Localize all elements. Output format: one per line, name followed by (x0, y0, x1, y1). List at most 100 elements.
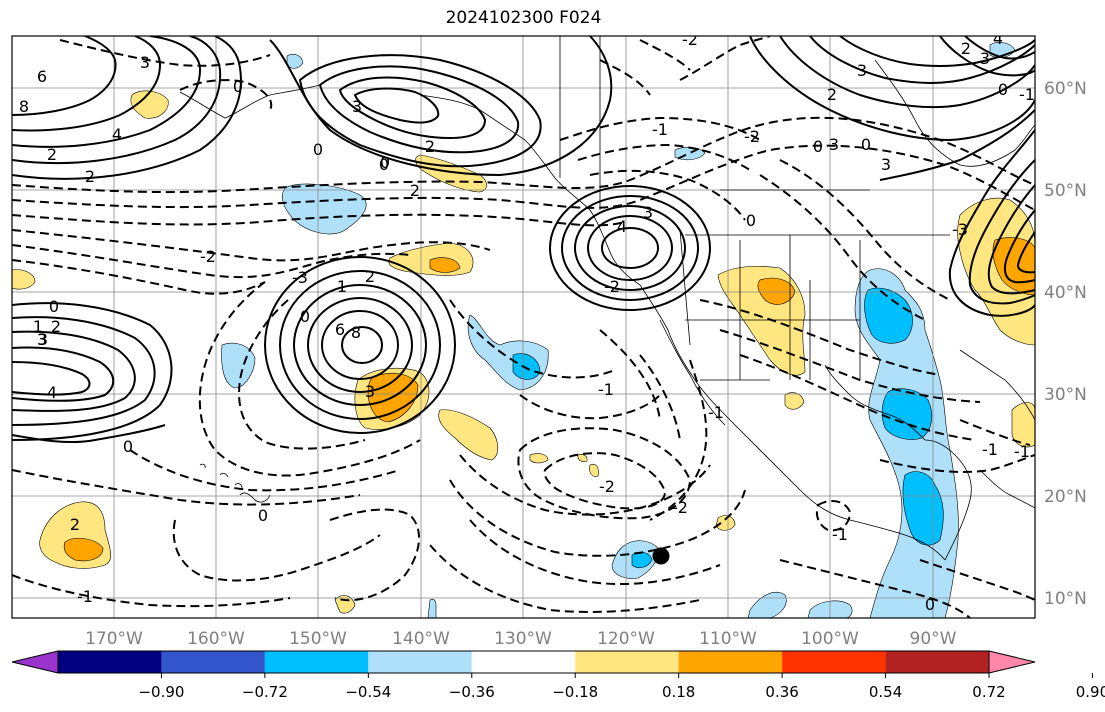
contour-label: 1 (337, 277, 347, 296)
longitude-label: 110°W (699, 629, 757, 649)
contour-label: 2 (85, 167, 95, 186)
colorbar-tick-label: −0.54 (345, 683, 391, 701)
contour-label: 0 (379, 155, 389, 174)
contour-label: 0 (313, 140, 323, 159)
colorbar-tick-label: 0.54 (869, 683, 902, 701)
contour-label: 0 (380, 153, 390, 172)
contour-label: 3 (881, 155, 891, 174)
contour-label: -3 (292, 268, 308, 287)
colorbar-swatch (782, 651, 886, 673)
colorbar-extend-high (988, 650, 1036, 674)
colorbar-tick-label: 0.90 (1076, 683, 1105, 701)
colorbar-swatch (471, 651, 576, 673)
colorbar-tick-label: 0.36 (765, 683, 798, 701)
colorbar-tick-label: 0.72 (972, 683, 1005, 701)
contour-label: 4 (112, 125, 122, 144)
negative-shade-region (281, 183, 367, 235)
contour-label: 3 (352, 97, 362, 116)
colorbar-tick-label: 0.18 (662, 683, 695, 701)
contour-label: 0 (925, 595, 935, 614)
positive-shade-region (757, 277, 796, 305)
contour-label: -2 (200, 247, 216, 266)
negative-shade-region (467, 314, 549, 391)
contour-label: -1 (1019, 85, 1035, 104)
longitude-label: 150°W (289, 629, 347, 649)
positive-shade-region (577, 454, 588, 462)
shaded-field-layer (12, 41, 1035, 618)
positive-shade-region (715, 515, 736, 531)
contour-label: -2 (672, 498, 688, 517)
colorbar-swatch (264, 651, 369, 673)
contour-label: -1 (652, 120, 668, 139)
positive-shade-region (784, 392, 805, 410)
contour-label: 3 (140, 53, 150, 72)
longitude-label: 130°W (494, 629, 552, 649)
dashed-contour-layer (12, 36, 1035, 618)
contour-label: 4 (617, 217, 627, 236)
positive-shade-region (957, 197, 1035, 346)
latitude-label: 30°N (1044, 385, 1087, 405)
positive-shade-region (12, 269, 36, 290)
contour-label: 3 (857, 61, 867, 80)
contour-label: 0 (123, 437, 133, 456)
negative-shade-region (864, 287, 913, 344)
contour-label: -1 (598, 380, 614, 399)
negative-shade-region (221, 342, 256, 389)
colorbar-tick-label: −0.72 (242, 683, 288, 701)
contour-label: 0 (746, 211, 756, 230)
colorbar-tick-label: −0.18 (552, 683, 598, 701)
colorbar-outline (57, 650, 990, 674)
contour-label: -2 (599, 477, 615, 496)
positive-shade-region (429, 257, 461, 273)
contour-label: -1 (832, 525, 848, 544)
longitude-label: 170°W (85, 629, 143, 649)
negative-shade-region (881, 388, 933, 440)
positive-shade-region (388, 242, 474, 276)
positive-shade-region (589, 463, 599, 477)
contour-label: 0 (49, 297, 59, 316)
contour-label: 2 (827, 85, 837, 104)
positive-shade-region (438, 409, 499, 461)
colorbar-swatch (368, 651, 472, 673)
contour-label: 0 (258, 506, 268, 525)
contour-label: -2 (604, 277, 620, 296)
colorbar-swatch (575, 651, 679, 673)
contour-label: 1 (33, 317, 43, 336)
latitude-label: 10°N (1044, 589, 1087, 609)
colorbar-swatch (161, 651, 265, 673)
solid-contour-layer (12, 36, 1035, 444)
contour-label: 0 (233, 77, 243, 96)
colorbar-tick-label: −0.36 (449, 683, 495, 701)
contour-label: -2 (744, 127, 760, 146)
longitude-label: 120°W (597, 629, 655, 649)
contour-label: -2 (682, 30, 698, 49)
contour-label: 8 (351, 323, 361, 342)
contour-label: 0 (861, 135, 871, 154)
contour-label: 6 (37, 67, 47, 86)
contour-label: 2 (365, 267, 375, 286)
colorbar-extend-low (11, 650, 59, 674)
longitude-label: 160°W (187, 629, 245, 649)
contour-label: 8 (19, 97, 29, 116)
location-marker (652, 547, 670, 565)
contour-label: -1 (1014, 442, 1030, 461)
contour-label: 0 (813, 137, 823, 156)
negative-shade-region (427, 598, 437, 618)
contour-label: 4 (993, 29, 1003, 48)
contour-label: 2 (410, 181, 420, 200)
contour-label: 3 (38, 330, 48, 349)
contour-label: 2 (51, 317, 61, 336)
contour-label: 3 (643, 203, 653, 222)
longitude-label: 100°W (801, 629, 859, 649)
contour-label: 2 (47, 145, 57, 164)
latitude-label: 40°N (1044, 283, 1087, 303)
colorbar-swatch (885, 651, 989, 673)
positive-shade-region (63, 537, 104, 562)
contour-label: 2 (70, 515, 80, 534)
contour-label: 6 (335, 320, 345, 339)
contour-label: 4 (47, 383, 57, 402)
negative-shade-region (747, 591, 787, 618)
longitude-label: 90°W (910, 629, 957, 649)
latitude-label: 60°N (1044, 79, 1087, 99)
